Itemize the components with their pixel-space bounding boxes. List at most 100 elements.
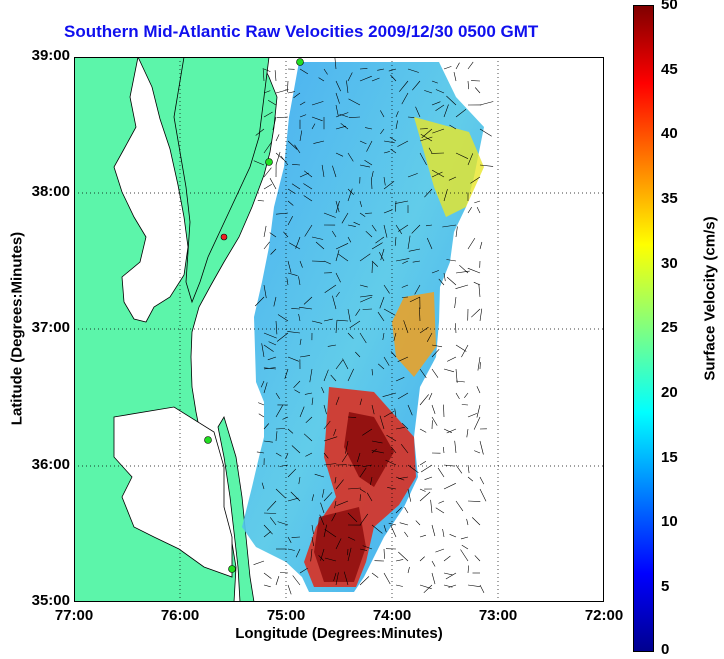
- velocity-arrow: [274, 70, 277, 82]
- velocity-arrow: [263, 440, 273, 443]
- velocity-arrow: [269, 517, 277, 526]
- velocity-arrow: [287, 548, 295, 551]
- velocity-arrow: [299, 114, 307, 118]
- velocity-arrow: [332, 295, 337, 310]
- velocity-arrow: [398, 224, 409, 232]
- velocity-arrow: [323, 404, 327, 415]
- velocity-arrow: [362, 428, 373, 436]
- velocity-arrow: [253, 160, 265, 166]
- velocity-arrow: [371, 242, 383, 250]
- velocity-arrow: [455, 368, 458, 383]
- velocity-arrow: [327, 344, 337, 347]
- velocity-arrow: [347, 308, 351, 323]
- velocity-arrow: [474, 200, 481, 204]
- velocity-arrow: [299, 68, 309, 75]
- x-tick-label: 75:00: [266, 607, 306, 624]
- velocity-arrow: [383, 224, 388, 238]
- velocity-arrow: [275, 405, 283, 418]
- velocity-arrow: [443, 368, 455, 373]
- velocity-arrow: [479, 164, 494, 167]
- velocity-arrow: [359, 75, 372, 82]
- velocity-arrow: [311, 116, 323, 122]
- velocity-arrow: [359, 284, 368, 288]
- velocity-hotspot-north: [414, 117, 484, 217]
- velocity-arrow: [397, 392, 409, 400]
- velocity-arrow: [347, 188, 354, 195]
- velocity-hotspot-mid: [392, 292, 436, 377]
- velocity-arrow: [479, 488, 487, 502]
- velocity-arrow: [442, 224, 457, 228]
- velocity-arrow: [443, 272, 446, 282]
- velocity-arrow: [419, 136, 433, 142]
- velocity-arrow: [395, 200, 397, 212]
- velocity-arrow: [323, 318, 333, 322]
- velocity-arrow: [391, 446, 397, 454]
- velocity-arrow: [366, 140, 373, 152]
- velocity-arrow: [318, 555, 325, 562]
- velocity-arrow: [479, 128, 492, 137]
- velocity-arrow: [479, 308, 483, 322]
- velocity-arrow: [431, 80, 438, 84]
- velocity-arrow: [409, 296, 421, 303]
- velocity-arrow: [263, 512, 277, 514]
- velocity-arrow: [347, 368, 354, 382]
- velocity-arrow: [299, 130, 303, 142]
- colorbar-tick-label: 40: [661, 125, 678, 142]
- velocity-arrow: [407, 464, 419, 473]
- pamlico-sound: [113, 406, 233, 578]
- velocity-arrow: [379, 296, 385, 309]
- velocity-arrow: [347, 332, 354, 339]
- velocity-arrow: [359, 200, 362, 207]
- eastern-shore: [173, 57, 270, 304]
- velocity-arrow: [345, 440, 349, 454]
- velocity-arrow: [443, 464, 455, 467]
- velocity-arrow: [443, 555, 451, 562]
- map-grid: [74, 57, 604, 602]
- velocity-arrow: [303, 195, 313, 202]
- velocity-arrow: [331, 230, 337, 238]
- velocity-arrow: [359, 548, 368, 551]
- velocity-arrow: [322, 488, 325, 498]
- velocity-arrow: [443, 189, 448, 202]
- velocity-arrow: [419, 491, 431, 502]
- velocity-arrow: [305, 416, 313, 424]
- velocity-arrow: [401, 296, 409, 298]
- velocity-arrow: [311, 494, 314, 502]
- velocity-arrow: [471, 308, 481, 318]
- velocity-arrow: [467, 464, 470, 474]
- velocity-arrow: [371, 260, 379, 267]
- velocity-arrow: [311, 536, 314, 547]
- velocity-arrow: [399, 80, 409, 92]
- velocity-arrow: [275, 428, 286, 430]
- velocity-arrow: [455, 152, 469, 159]
- velocity-arrow: [291, 536, 301, 538]
- velocity-arrow: [359, 513, 369, 526]
- velocity-arrow: [340, 123, 349, 130]
- velocity-arrow: [419, 152, 427, 166]
- velocity-arrow: [412, 260, 421, 263]
- velocity-arrow: [467, 500, 481, 502]
- velocity-arrow: [407, 235, 411, 250]
- velocity-arrow: [419, 556, 425, 562]
- velocity-arrow: [424, 476, 433, 480]
- y-axis-label: Latitude (Degrees:Minutes): [8, 231, 26, 426]
- velocity-arrow: [407, 566, 410, 574]
- velocity-arrow: [460, 549, 469, 562]
- velocity-arrow: [347, 487, 362, 490]
- velocity-arrow: [438, 500, 445, 504]
- velocity-arrow: [323, 492, 333, 502]
- colorbar-tick-label: 10: [661, 513, 678, 530]
- velocity-arrows: [253, 57, 494, 595]
- velocity-arrow: [395, 111, 399, 118]
- velocity-arrow: [253, 560, 265, 565]
- velocity-arrow: [471, 517, 481, 526]
- velocity-arrow: [479, 440, 484, 455]
- velocity-arrow: [455, 380, 465, 383]
- velocity-arrow: [378, 363, 385, 370]
- velocity-core-southwest: [314, 507, 366, 582]
- velocity-arrow: [377, 68, 385, 71]
- velocity-arrow: [348, 98, 361, 106]
- velocity-arrow: [287, 215, 293, 226]
- velocity-arrow: [337, 253, 349, 262]
- velocity-arrow: [419, 584, 432, 589]
